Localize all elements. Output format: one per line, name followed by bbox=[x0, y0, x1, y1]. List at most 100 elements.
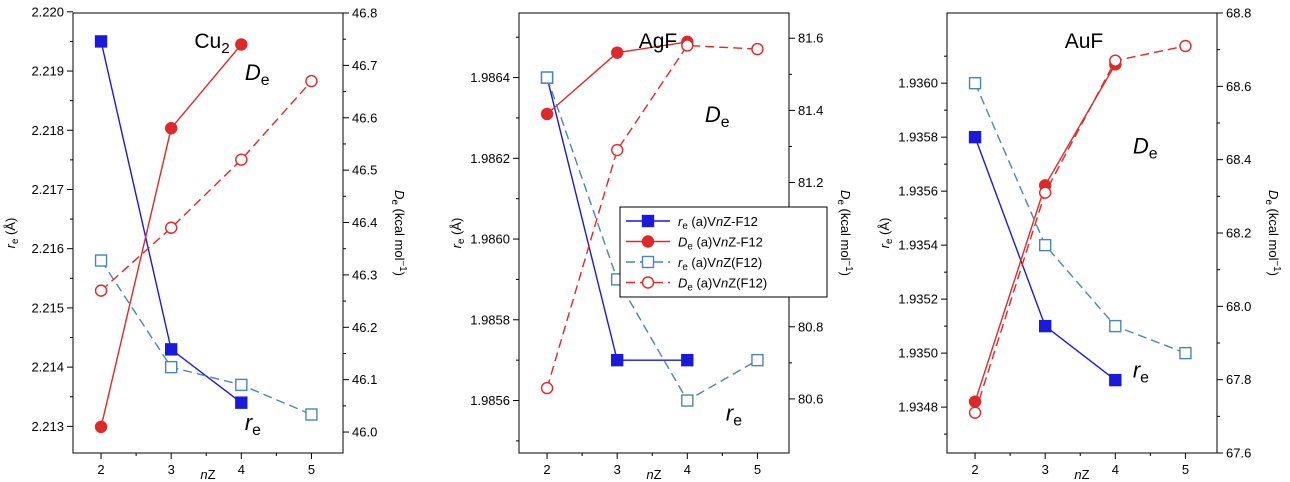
panel-title: Cu2 bbox=[194, 30, 229, 57]
series-line-de_pf12 bbox=[100, 80, 312, 292]
series-line-re_pf12 bbox=[974, 82, 1186, 354]
x-tick-label: 5 bbox=[308, 462, 315, 477]
data-point-re_f12-1 bbox=[610, 353, 624, 367]
x-axis-title-n: n bbox=[1074, 467, 1081, 482]
left-tick-label: 1.9360 bbox=[898, 76, 938, 91]
right-tick-label: 81.2 bbox=[798, 175, 823, 190]
data-point-de_f12-1 bbox=[610, 46, 624, 59]
legend-marker-re_f12 bbox=[641, 214, 655, 228]
legend-subscript: e bbox=[687, 283, 692, 294]
annotation-1-symbol: r bbox=[1133, 357, 1142, 382]
right-tick-label: 68.0 bbox=[1226, 299, 1251, 314]
left-tick-label: 2.214 bbox=[31, 360, 64, 375]
legend-box bbox=[619, 206, 828, 298]
data-point-de_pf12-2 bbox=[681, 39, 694, 52]
data-point-re_f12-1 bbox=[164, 343, 178, 356]
x-axis-title-z: Z bbox=[654, 467, 662, 482]
left-axis-title-sub: e bbox=[10, 239, 21, 244]
left-tick-label: 1.9352 bbox=[898, 292, 938, 307]
left-tick-label: 1.9856 bbox=[470, 393, 510, 408]
left-axis-title-sub: e bbox=[456, 239, 467, 244]
left-axis-title-sub: e bbox=[884, 239, 895, 244]
right-axis-title-d: D bbox=[392, 190, 407, 199]
data-point-re_f12-2 bbox=[235, 396, 248, 409]
right-tick-label: 46.2 bbox=[352, 320, 377, 335]
right-tick-label: 68.4 bbox=[1226, 152, 1251, 167]
legend-symbol: D bbox=[678, 235, 687, 250]
data-point-de_pf12-2 bbox=[1109, 54, 1122, 67]
legend-label-re_pf12: re (a)VnZ(F12) bbox=[678, 255, 762, 273]
left-tick-label: 2.217 bbox=[31, 182, 64, 197]
left-tick-label: 1.9862 bbox=[470, 151, 510, 166]
legend-basis-n: n bbox=[721, 235, 728, 250]
x-tick-label: 5 bbox=[754, 462, 761, 477]
data-point-de_pf12-1 bbox=[164, 221, 178, 234]
legend-basis-suffix: Z-F12 bbox=[728, 235, 763, 250]
right-axis-title-d: D bbox=[1266, 190, 1281, 199]
right-axis-title-close: ) bbox=[1266, 272, 1281, 276]
series-annotation: De bbox=[705, 102, 730, 131]
legend-label-re_f12: re (a)VnZ-F12 bbox=[678, 214, 758, 232]
legend-marker-re_pf12 bbox=[641, 255, 655, 269]
data-point-re_pf12-1 bbox=[1038, 238, 1052, 252]
left-axis-title: re (Å) bbox=[3, 218, 21, 249]
x-tick-label: 5 bbox=[1182, 462, 1189, 477]
data-point-de_pf12-3 bbox=[1179, 39, 1192, 53]
left-tick-label: 1.9350 bbox=[898, 346, 938, 361]
right-axis-title-unit: (kcal mol bbox=[1266, 205, 1281, 261]
plot-frame bbox=[72, 12, 344, 454]
data-point-re_f12-2 bbox=[681, 353, 694, 367]
left-tick-label: 1.9354 bbox=[898, 238, 938, 253]
data-point-re_pf12-2 bbox=[235, 378, 248, 392]
data-point-re_pf12-0 bbox=[968, 76, 982, 90]
right-tick-label: 46.5 bbox=[352, 163, 377, 178]
right-axis-title-exp: −1 bbox=[397, 260, 408, 271]
left-axis-title-r: r bbox=[3, 243, 18, 248]
x-tick-label: 4 bbox=[238, 462, 245, 477]
series-annotation: re bbox=[726, 401, 742, 430]
panel-title-base: AuF bbox=[1065, 30, 1104, 53]
right-tick-label: 81.6 bbox=[798, 31, 823, 46]
left-tick-label: 2.213 bbox=[31, 419, 64, 434]
legend-subscript: e bbox=[682, 262, 687, 273]
data-point-re_f12-2 bbox=[1109, 373, 1122, 387]
right-axis-title-sub: e bbox=[1263, 199, 1274, 204]
right-axis-title-d: D bbox=[838, 190, 853, 199]
series-line-de_pf12 bbox=[546, 44, 758, 389]
legend-basis-n: n bbox=[716, 214, 723, 229]
right-axis-title-unit: (kcal mol bbox=[838, 205, 853, 261]
legend-basis-n: n bbox=[721, 276, 728, 291]
annotation-0-subscript: e bbox=[1149, 145, 1158, 162]
legend-basis-prefix: (a)V bbox=[688, 214, 717, 229]
panel-1: 2.213 2.214 2.215 2.216 2.217 2.218 2.219 2.220… bbox=[3, 4, 408, 482]
annotation-0-subscript: e bbox=[721, 114, 730, 131]
data-point-re_pf12-2 bbox=[1109, 319, 1122, 333]
left-tick-label: 2.215 bbox=[31, 300, 64, 315]
right-tick-label: 46.6 bbox=[352, 110, 377, 125]
legend-marker-de_pf12 bbox=[641, 276, 655, 289]
legend-basis-prefix: (a)V bbox=[688, 255, 717, 270]
x-tick-label: 3 bbox=[1042, 462, 1049, 477]
x-tick-label: 3 bbox=[614, 462, 621, 477]
annotation-1-subscript: e bbox=[1140, 369, 1149, 386]
data-point-re_f12-0 bbox=[94, 35, 108, 48]
x-tick-label: 4 bbox=[684, 462, 691, 477]
right-tick-label: 46.7 bbox=[352, 58, 377, 73]
right-tick-label: 68.2 bbox=[1226, 226, 1251, 241]
right-tick-label: 67.6 bbox=[1226, 446, 1251, 461]
data-point-de_f12-0 bbox=[94, 420, 108, 434]
data-point-re_f12-0 bbox=[968, 130, 982, 144]
left-axis-title-r: r bbox=[877, 243, 892, 248]
x-axis-title: nZ bbox=[1074, 467, 1089, 482]
data-point-re_pf12-3 bbox=[305, 408, 318, 421]
legend-symbol: D bbox=[678, 276, 687, 291]
series-line-re_pf12 bbox=[546, 77, 758, 402]
right-tick-label: 67.8 bbox=[1226, 372, 1251, 387]
right-axis-title-unit: (kcal mol bbox=[392, 205, 407, 261]
right-axis-title-close: ) bbox=[838, 272, 853, 276]
data-point-re_pf12-0 bbox=[540, 71, 554, 84]
x-tick-label: 3 bbox=[168, 462, 175, 477]
right-tick-label: 81.4 bbox=[798, 103, 823, 118]
left-tick-label: 1.9348 bbox=[898, 400, 938, 415]
